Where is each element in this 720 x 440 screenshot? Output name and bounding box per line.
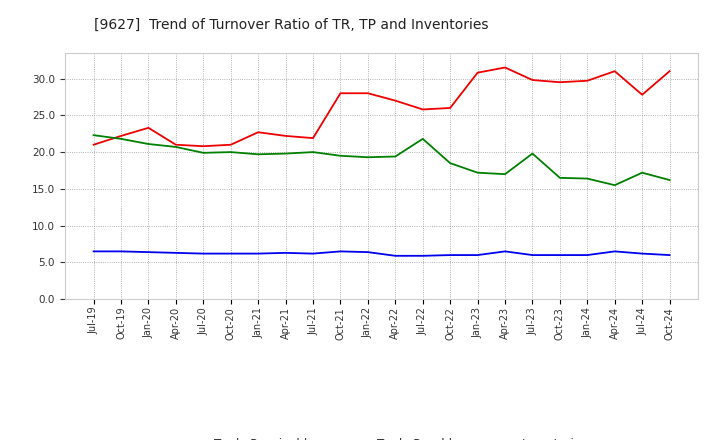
Inventories — [391, 154, 400, 159]
Inventories — [528, 151, 537, 156]
Inventories — [226, 150, 235, 155]
Trade Receivables — [364, 91, 372, 96]
Trade Payables — [254, 251, 263, 256]
Trade Payables — [391, 253, 400, 258]
Inventories — [199, 150, 207, 155]
Trade Receivables — [418, 107, 427, 112]
Trade Payables — [336, 249, 345, 254]
Trade Payables — [226, 251, 235, 256]
Inventories — [89, 132, 98, 138]
Trade Receivables — [144, 125, 153, 131]
Inventories — [282, 151, 290, 156]
Trade Receivables — [336, 91, 345, 96]
Trade Payables — [528, 253, 537, 258]
Inventories — [418, 136, 427, 142]
Trade Receivables — [199, 143, 207, 149]
Trade Payables — [171, 250, 180, 256]
Inventories — [364, 154, 372, 160]
Trade Payables — [117, 249, 125, 254]
Inventories — [117, 136, 125, 142]
Trade Receivables — [556, 80, 564, 85]
Line: Inventories: Inventories — [94, 135, 670, 185]
Trade Receivables — [171, 142, 180, 147]
Trade Payables — [364, 249, 372, 255]
Inventories — [336, 153, 345, 158]
Trade Payables — [446, 253, 454, 258]
Trade Receivables — [583, 78, 592, 84]
Legend: Trade Receivables, Trade Payables, Inventories: Trade Receivables, Trade Payables, Inven… — [170, 433, 593, 440]
Trade Receivables — [391, 98, 400, 103]
Inventories — [254, 152, 263, 157]
Trade Receivables — [254, 130, 263, 135]
Trade Payables — [611, 249, 619, 254]
Trade Payables — [144, 249, 153, 255]
Trade Payables — [89, 249, 98, 254]
Inventories — [309, 150, 318, 155]
Trade Receivables — [446, 105, 454, 110]
Trade Receivables — [89, 142, 98, 147]
Trade Payables — [583, 253, 592, 258]
Trade Payables — [282, 250, 290, 256]
Trade Receivables — [500, 65, 509, 70]
Inventories — [665, 177, 674, 183]
Inventories — [473, 170, 482, 175]
Inventories — [638, 170, 647, 175]
Trade Receivables — [117, 133, 125, 139]
Inventories — [583, 176, 592, 181]
Trade Payables — [500, 249, 509, 254]
Line: Trade Receivables: Trade Receivables — [94, 67, 670, 146]
Trade Receivables — [528, 77, 537, 83]
Trade Payables — [638, 251, 647, 256]
Trade Receivables — [226, 142, 235, 147]
Trade Receivables — [638, 92, 647, 97]
Trade Payables — [418, 253, 427, 258]
Trade Payables — [665, 253, 674, 258]
Inventories — [446, 161, 454, 166]
Inventories — [144, 141, 153, 147]
Trade Payables — [199, 251, 207, 256]
Trade Payables — [309, 251, 318, 256]
Inventories — [171, 144, 180, 150]
Trade Payables — [556, 253, 564, 258]
Line: Trade Payables: Trade Payables — [94, 251, 670, 256]
Text: [9627]  Trend of Turnover Ratio of TR, TP and Inventories: [9627] Trend of Turnover Ratio of TR, TP… — [94, 18, 488, 32]
Trade Receivables — [309, 136, 318, 141]
Trade Receivables — [665, 69, 674, 74]
Trade Payables — [473, 253, 482, 258]
Inventories — [611, 183, 619, 188]
Inventories — [556, 175, 564, 180]
Inventories — [500, 172, 509, 177]
Trade Receivables — [611, 69, 619, 74]
Trade Receivables — [282, 133, 290, 139]
Trade Receivables — [473, 70, 482, 75]
